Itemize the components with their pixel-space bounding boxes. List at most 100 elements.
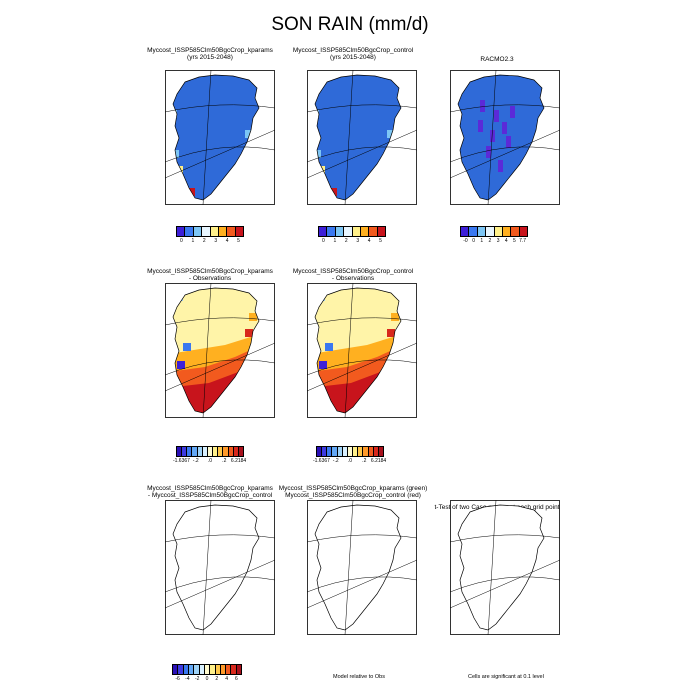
colorbar-6: -6 -4 -2 0 2 4 6 <box>172 664 242 683</box>
colorbar-tick-label: -1.6367 <box>312 458 330 464</box>
colorbar-swatch <box>369 227 378 236</box>
map-grid-line <box>202 500 212 635</box>
colorbar-swatch <box>173 665 179 674</box>
map-panel-2 <box>307 70 417 205</box>
colorbar-tick-label: .2 <box>362 458 367 464</box>
colorbar-swatch <box>213 447 219 456</box>
colorbar-swatch <box>210 665 216 674</box>
colorbar-tick-label: 2 <box>215 676 219 682</box>
map-grid-line <box>307 359 417 376</box>
colorbar-swatch <box>377 227 385 236</box>
map-grid-line <box>450 559 560 609</box>
colorbar-swatch <box>332 447 338 456</box>
colorbar-swatch <box>236 665 242 674</box>
colorbar-swatch <box>202 227 211 236</box>
colorbar-swatch <box>477 227 487 236</box>
colorbar-swatch <box>235 227 243 236</box>
colorbar-tick-label: 6 <box>235 676 238 682</box>
colorbar-swatch <box>177 227 186 236</box>
map-grid-line <box>450 104 560 113</box>
map-frame <box>307 283 417 418</box>
colorbar-swatch <box>228 447 234 456</box>
colorbar-swatch <box>223 447 229 456</box>
map-frame <box>450 70 560 205</box>
colorbar-swatch <box>378 447 384 456</box>
coastline <box>314 74 402 201</box>
map-panel-8 <box>450 500 560 635</box>
colorbar-tick-label: 5 <box>513 238 516 244</box>
colorbar-swatch <box>352 227 361 236</box>
colorbar-tick-label: 6.2184 <box>230 458 247 464</box>
map-grid-line <box>307 146 417 163</box>
colorbar-tick-label: 0 <box>472 238 475 244</box>
colorbar-swatch <box>197 447 203 456</box>
coastline <box>314 287 402 414</box>
map-grid-line <box>487 70 497 205</box>
colorbar-swatch <box>183 665 189 674</box>
map-grid-line <box>165 146 275 163</box>
panel-title-4: Myccost_ISSP585Clm50BgcCrop_kparams - Obs… <box>147 268 273 282</box>
colorbar-2: 0 1 2 3 4 5 <box>318 226 386 245</box>
colorbar-swatch <box>178 665 184 674</box>
map-panel-7 <box>307 500 417 635</box>
coastline <box>172 287 260 414</box>
greenland-landmass <box>458 75 544 200</box>
map-frame <box>165 500 275 635</box>
map-panel-6 <box>165 500 275 635</box>
colorbar-swatch <box>511 227 520 236</box>
greenland-landmass <box>315 505 401 630</box>
colorbar-swatch <box>373 447 379 456</box>
map-panel-4 <box>165 283 275 418</box>
map-panel-3 <box>450 70 560 205</box>
coastline <box>172 74 260 201</box>
colorbar-swatch <box>218 447 224 456</box>
colorbar-swatch <box>227 227 236 236</box>
greenland-landmass <box>173 75 259 200</box>
map-grid-line <box>165 342 275 392</box>
colorbar-tick-label: 2 <box>488 238 492 244</box>
colorbar-tick-label: 0 <box>180 238 183 244</box>
colorbar-swatch <box>182 447 188 456</box>
colorbar-tick-label: 3 <box>496 238 500 244</box>
map-grid-line <box>202 283 212 418</box>
colorbar-swatch <box>327 447 333 456</box>
panel-title-2: Myccost_ISSP585Clm50BgcCrop_control (yrs … <box>292 47 414 61</box>
colorbar-tick-label: -.2 <box>192 458 199 464</box>
colorbar-tick-label: 3 <box>214 238 218 244</box>
panel-title-7: Myccost_ISSP585Clm50BgcCrop_kparams (gre… <box>278 485 428 499</box>
colorbar-tick-label: 1 <box>191 238 195 244</box>
map-grid-line <box>344 500 354 635</box>
map-grid-line <box>307 559 417 609</box>
colorbar-tick-label: -0 <box>463 238 468 244</box>
colorbar-swatch <box>322 447 328 456</box>
colorbar-tick-label: 4 <box>225 238 229 244</box>
colorbar-tick-label: 1 <box>333 238 337 244</box>
map-grid-line <box>450 129 560 179</box>
panel-title-5: Myccost_ISSP585Clm50BgcCrop_control - Obs… <box>292 268 414 282</box>
map-grid-line <box>307 317 417 326</box>
colorbar-swatch <box>486 227 495 236</box>
significance-note: Cells are significant at 0.1 level <box>468 674 544 680</box>
colorbar-tick-label: 0 <box>205 676 209 682</box>
map-grid-line <box>450 576 560 593</box>
map-frame <box>165 70 275 205</box>
colorbar-tick-label: 4 <box>367 238 371 244</box>
colorbar-swatch <box>337 447 343 456</box>
colorbar-swatch <box>207 447 214 456</box>
panel-title-1: Myccost_ISSP585Clm50BgcCrop_kparams (yrs … <box>147 47 273 61</box>
greenland-landmass <box>173 505 259 630</box>
colorbar-swatch <box>363 447 369 456</box>
model-relative-note: Model relative to Obs <box>333 674 385 680</box>
colorbar-swatch <box>185 227 194 236</box>
colorbar-swatch <box>327 227 336 236</box>
colorbar-5: -1.6367 -.2 .0 .2 6.2184 <box>312 446 386 465</box>
colorbar-4: -1.6367 -.2 .0 .2 6.2184 <box>173 446 247 465</box>
map-frame <box>165 283 275 418</box>
coastline <box>314 504 402 631</box>
map-grid-line <box>165 576 275 593</box>
colorbar-swatch <box>494 227 503 236</box>
colorbar-tick-label: 5 <box>379 238 382 244</box>
colorbar-swatch <box>231 665 237 674</box>
colorbar-swatch <box>469 227 478 236</box>
colorbar-tick-label: .0 <box>347 458 353 464</box>
